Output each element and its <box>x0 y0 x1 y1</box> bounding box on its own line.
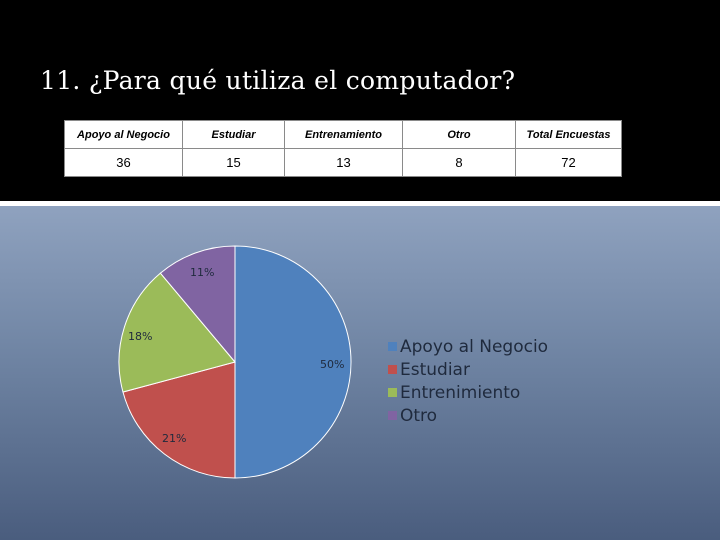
panel-top-border <box>0 201 720 206</box>
cell-entrenamiento: 13 <box>284 148 403 177</box>
slice-label-apoyo: 50% <box>320 358 345 371</box>
legend-item-otro: Otro <box>388 404 548 427</box>
header-estudiar: Estudiar <box>182 120 285 149</box>
chart-legend: Apoyo al Negocio Estudiar Entrenimiento … <box>388 335 548 427</box>
pie-slice-otro <box>159 245 236 364</box>
header-entrenamiento: Entrenamiento <box>284 120 403 149</box>
slice-label-estudiar: 21% <box>162 432 187 445</box>
legend-label: Entrenimiento <box>400 382 521 403</box>
table-row: 36 15 13 8 72 <box>64 148 622 177</box>
legend-label: Estudiar <box>400 359 470 380</box>
slide-title: 11. ¿Para qué utiliza el computador? <box>40 66 516 95</box>
pie-slice-apoyo <box>234 245 352 479</box>
legend-swatch <box>388 388 397 397</box>
pie-slice-estudiar <box>122 361 236 479</box>
header-total-encuestas: Total Encuestas <box>515 120 622 149</box>
pie-slice-entrenimiento <box>118 272 236 393</box>
cell-apoyo-negocio: 36 <box>64 148 183 177</box>
legend-swatch <box>388 411 397 420</box>
legend-label: Otro <box>400 405 438 426</box>
legend-label: Apoyo al Negocio <box>400 336 549 357</box>
cell-estudiar: 15 <box>182 148 285 177</box>
legend-swatch <box>388 342 397 351</box>
table-header-row: Apoyo al Negocio Estudiar Entrenamiento … <box>64 120 622 149</box>
cell-total-encuestas: 72 <box>515 148 622 177</box>
legend-item-estudiar: Estudiar <box>388 358 548 381</box>
slice-label-otro: 11% <box>190 266 215 279</box>
legend-item-entrenimiento: Entrenimiento <box>388 381 548 404</box>
survey-table: Apoyo al Negocio Estudiar Entrenamiento … <box>64 120 622 177</box>
header-otro: Otro <box>402 120 516 149</box>
header-apoyo-negocio: Apoyo al Negocio <box>64 120 183 149</box>
legend-swatch <box>388 365 397 374</box>
cell-otro: 8 <box>402 148 516 177</box>
legend-item-apoyo: Apoyo al Negocio <box>388 335 548 358</box>
pie-chart <box>118 245 352 479</box>
slice-label-entrenimiento: 18% <box>128 330 153 343</box>
